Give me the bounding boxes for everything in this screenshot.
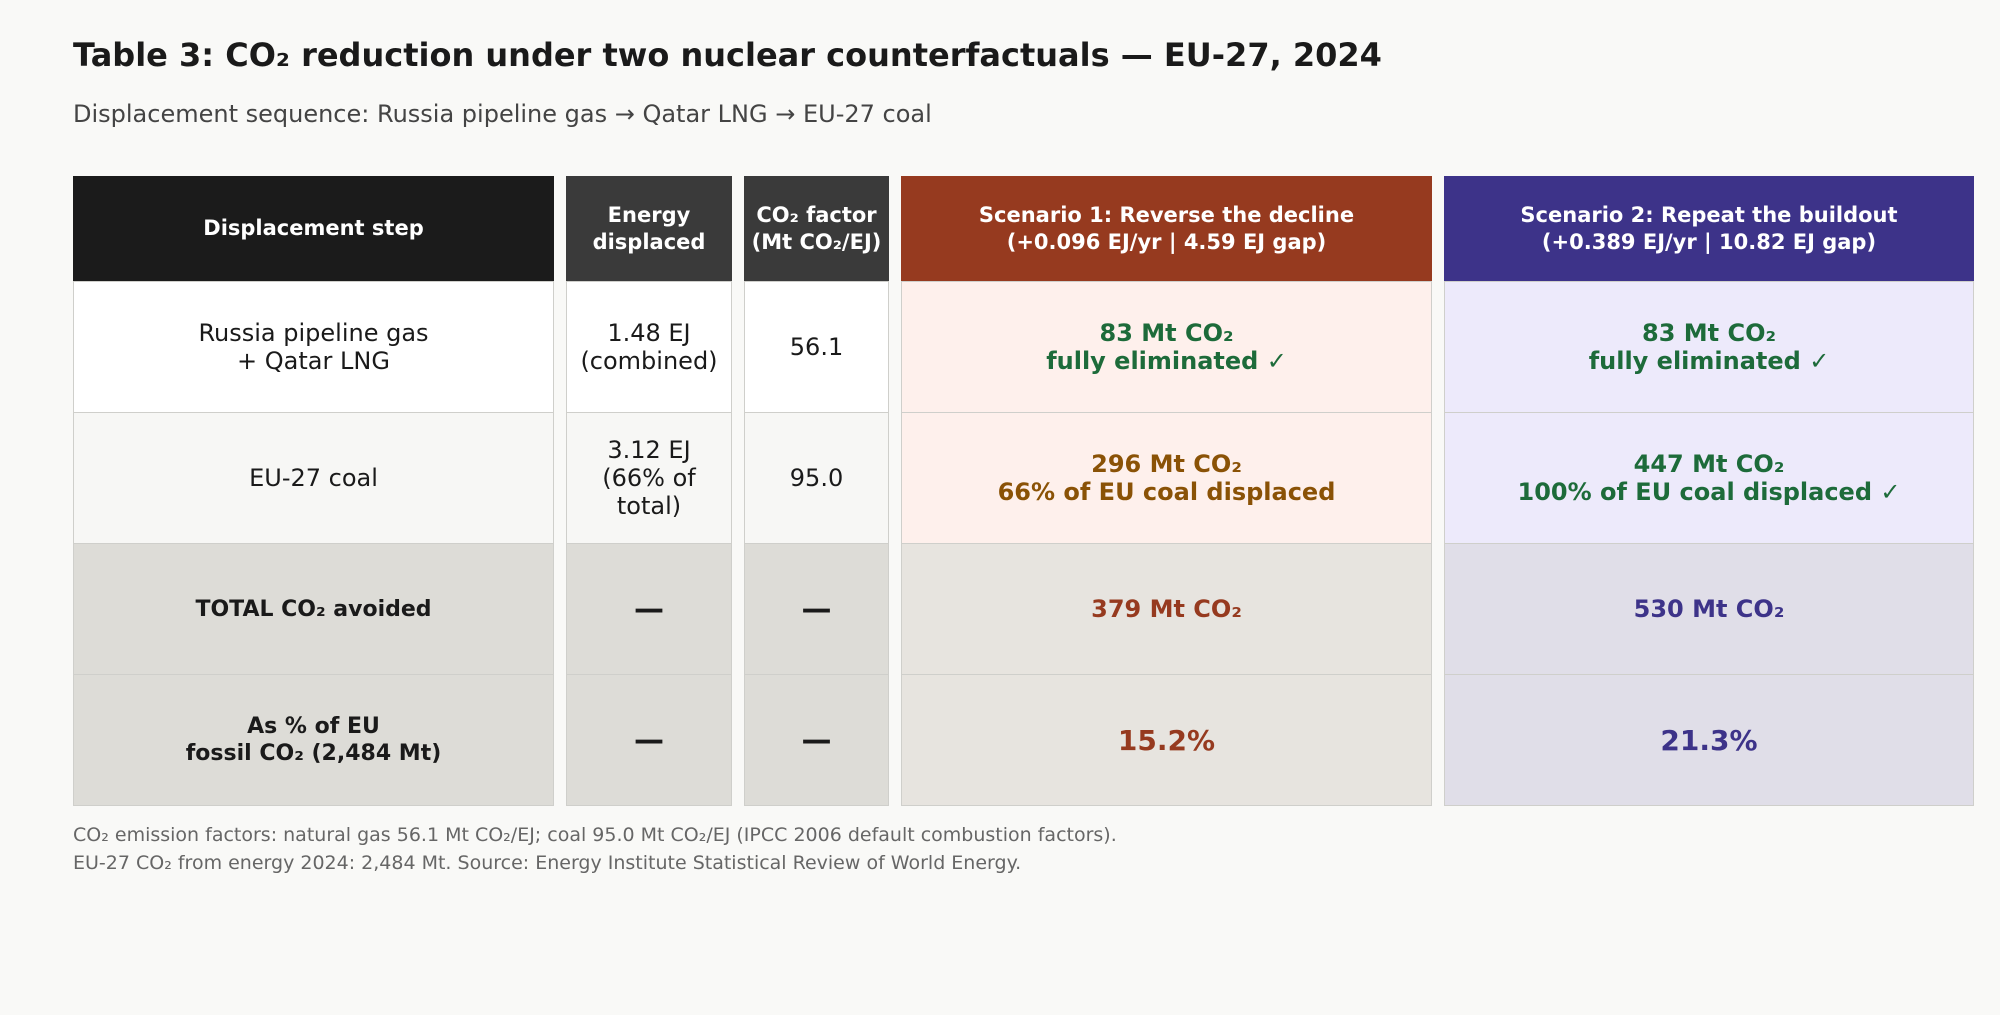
table-title: Table 3: CO₂ reduction under two nuclear… xyxy=(73,36,1382,74)
header-co2-factor: CO₂ factor (Mt CO₂/EJ) xyxy=(744,176,889,281)
cell-step-row-2: EU-27 coal xyxy=(73,412,554,544)
cell-energy-total: — xyxy=(566,543,732,675)
footnote-source: EU-27 CO₂ from energy 2024: 2,484 Mt. So… xyxy=(73,852,1022,874)
cell-factor-row-1: 56.1 xyxy=(744,281,889,413)
cell-energy-row-1: 1.48 EJ (combined) xyxy=(566,281,732,413)
cell-factor-percent: — xyxy=(744,674,889,806)
cell-step-percent: As % of EU fossil CO₂ (2,484 Mt) xyxy=(73,674,554,806)
footnote-emission-factors: CO₂ emission factors: natural gas 56.1 M… xyxy=(73,824,1117,846)
cell-scenario1-row-2: 296 Mt CO₂ 66% of EU coal displaced xyxy=(901,412,1432,544)
cell-scenario2-row-2: 447 Mt CO₂ 100% of EU coal displaced ✓ xyxy=(1444,412,1974,544)
header-displacement-step: Displacement step xyxy=(73,176,554,281)
cell-scenario2-row-1: 83 Mt CO₂ fully eliminated ✓ xyxy=(1444,281,1974,413)
cell-step-total: TOTAL CO₂ avoided xyxy=(73,543,554,675)
table-footnote: CO₂ emission factors: natural gas 56.1 M… xyxy=(73,821,1117,877)
header-scenario-1: Scenario 1: Reverse the decline (+0.096 … xyxy=(901,176,1432,281)
cell-scenario2-percent: 21.3% xyxy=(1444,674,1974,806)
header-energy-displaced: Energy displaced xyxy=(566,176,732,281)
header-scenario-2: Scenario 2: Repeat the buildout (+0.389 … xyxy=(1444,176,1974,281)
cell-scenario2-total: 530 Mt CO₂ xyxy=(1444,543,1974,675)
cell-scenario1-total: 379 Mt CO₂ xyxy=(901,543,1432,675)
cell-energy-percent: — xyxy=(566,674,732,806)
cell-factor-row-2: 95.0 xyxy=(744,412,889,544)
cell-factor-total: — xyxy=(744,543,889,675)
cell-scenario1-percent: 15.2% xyxy=(901,674,1432,806)
cell-scenario1-row-1: 83 Mt CO₂ fully eliminated ✓ xyxy=(901,281,1432,413)
table-subtitle: Displacement sequence: Russia pipeline g… xyxy=(73,100,932,128)
cell-step-row-1: Russia pipeline gas + Qatar LNG xyxy=(73,281,554,413)
cell-energy-row-2: 3.12 EJ (66% of total) xyxy=(566,412,732,544)
